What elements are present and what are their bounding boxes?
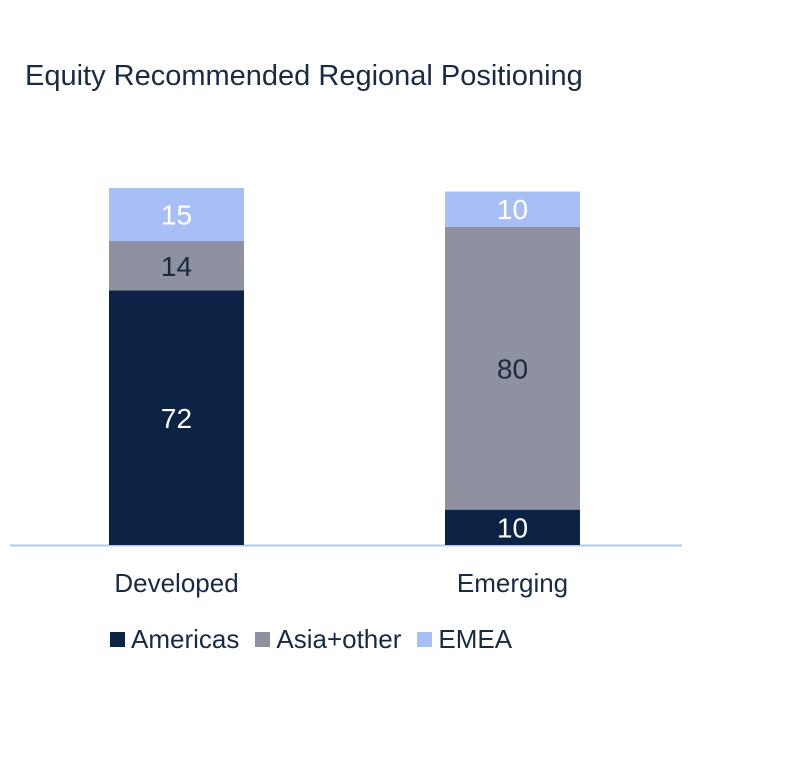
legend-item-asia-other: Asia+other: [255, 624, 401, 655]
legend-swatch: [255, 632, 271, 647]
chart-legend: Americas Asia+other EMEA: [110, 624, 528, 655]
bar-segment-developed-emea: [109, 188, 244, 242]
bar-segment-emerging-asia-other: [445, 226, 580, 510]
x-tick-label-emerging: Emerging: [457, 568, 568, 598]
legend-label: Americas: [131, 624, 240, 654]
bar-segment-emerging-americas: [445, 509, 580, 545]
data-label-emerging-asia-other: 80: [497, 353, 528, 384]
data-label-developed-emea: 15: [161, 200, 192, 231]
data-label-emerging-americas: 10: [497, 512, 528, 543]
legend-item-emea: EMEA: [417, 624, 512, 655]
legend-label: Asia+other: [276, 624, 402, 654]
bar-segment-developed-americas: [109, 290, 244, 545]
bar-segment-developed-asia-other: [109, 241, 244, 291]
legend-label: EMEA: [438, 624, 513, 654]
bar-segment-emerging-emea: [445, 191, 580, 227]
chart-title: Equity Recommended Regional Positioning: [25, 60, 583, 92]
legend-item-americas: Americas: [110, 624, 239, 655]
x-tick-label-developed: Developed: [114, 568, 238, 598]
legend-swatch: [417, 632, 433, 647]
data-label-emerging-emea: 10: [497, 194, 528, 225]
legend-swatch: [110, 632, 125, 647]
data-label-developed-americas: 72: [161, 403, 192, 434]
data-label-developed-asia-other: 14: [161, 251, 192, 282]
